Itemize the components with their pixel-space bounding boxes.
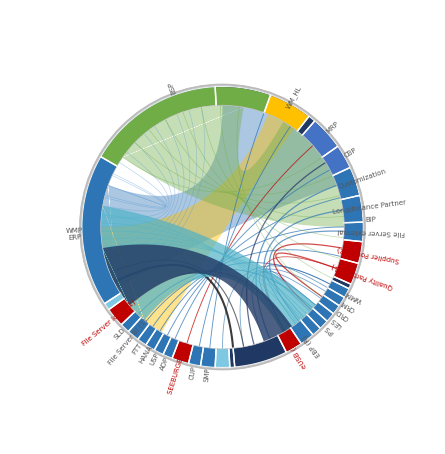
Polygon shape (324, 288, 344, 305)
Text: CBP: CBP (344, 147, 358, 159)
Text: LES: LES (329, 316, 343, 329)
Polygon shape (172, 340, 193, 363)
Text: File Server BI (1): File Server BI (1) (107, 317, 149, 366)
Text: FTT: FTT (131, 342, 143, 355)
Polygon shape (328, 281, 348, 297)
Polygon shape (155, 334, 171, 354)
Polygon shape (123, 105, 344, 227)
Polygon shape (101, 105, 344, 348)
Polygon shape (129, 317, 149, 339)
Text: BSP: BSP (167, 80, 177, 95)
Polygon shape (333, 168, 359, 200)
Polygon shape (101, 149, 170, 269)
Polygon shape (146, 329, 163, 350)
Polygon shape (101, 114, 294, 332)
Polygon shape (291, 320, 312, 343)
Polygon shape (201, 347, 216, 367)
Text: CRM: CRM (340, 299, 356, 312)
Polygon shape (264, 95, 309, 131)
Polygon shape (319, 295, 339, 313)
Polygon shape (322, 147, 349, 176)
Polygon shape (302, 121, 337, 157)
Polygon shape (301, 315, 320, 334)
Text: Supplier Portal (2): Supplier Portal (2) (337, 245, 400, 263)
Text: SLD: SLD (113, 327, 126, 340)
Polygon shape (101, 107, 344, 341)
Circle shape (101, 105, 344, 349)
Polygon shape (101, 105, 217, 332)
Text: MRP: MRP (325, 120, 340, 135)
Polygon shape (101, 206, 316, 332)
Text: Longdistance Partner: Longdistance Partner (332, 200, 407, 216)
Polygon shape (101, 149, 170, 288)
Text: eUSB (2): eUSB (2) (287, 340, 308, 370)
Text: EBP (R): EBP (R) (301, 333, 322, 358)
Text: Customization: Customization (338, 168, 388, 190)
Text: WMM: WMM (344, 290, 363, 304)
Polygon shape (307, 308, 327, 328)
Circle shape (83, 87, 362, 367)
Text: ERP: ERP (68, 234, 81, 241)
Polygon shape (117, 105, 337, 202)
Polygon shape (334, 258, 358, 284)
Text: File Server local (1): File Server local (1) (81, 298, 137, 346)
Text: USP: USP (150, 352, 161, 366)
Polygon shape (278, 328, 301, 352)
Text: IPS: IPS (324, 324, 335, 336)
Polygon shape (101, 87, 271, 166)
Polygon shape (101, 105, 337, 288)
Polygon shape (341, 196, 362, 223)
Polygon shape (215, 87, 362, 367)
Polygon shape (83, 87, 235, 367)
Circle shape (80, 84, 365, 370)
Polygon shape (122, 311, 141, 331)
Text: HANA: HANA (138, 344, 154, 364)
Polygon shape (109, 299, 135, 324)
Text: WMP: WMP (65, 227, 83, 234)
Polygon shape (163, 337, 179, 358)
Polygon shape (83, 157, 121, 303)
Text: WM_HL: WM_HL (285, 84, 303, 110)
Polygon shape (138, 324, 156, 345)
Text: ADP: ADP (159, 356, 170, 371)
Text: File Server external: File Server external (337, 228, 405, 237)
Text: BIP: BIP (365, 216, 376, 222)
Text: CRD: CRD (335, 307, 350, 321)
Polygon shape (101, 149, 170, 305)
Text: Quality Partner (1): Quality Partner (1) (331, 263, 394, 291)
Text: SMP: SMP (203, 367, 211, 382)
Polygon shape (189, 345, 203, 365)
Polygon shape (313, 302, 333, 321)
Polygon shape (344, 222, 362, 242)
Polygon shape (340, 240, 362, 263)
Text: SEEBURGER (3): SEEBURGER (3) (166, 341, 189, 395)
Text: CUP: CUP (189, 365, 197, 380)
Polygon shape (103, 244, 292, 341)
Polygon shape (101, 105, 254, 320)
